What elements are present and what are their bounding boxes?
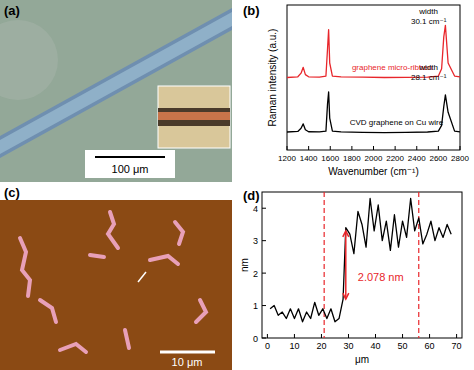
y-tick — [262, 338, 266, 339]
x-axis-label: Wavenumber (cm⁻¹) — [328, 166, 418, 177]
y-axis-label: Raman intensity (a.u.) — [267, 29, 278, 127]
y-tick — [262, 240, 266, 241]
y-axis-label: nm — [239, 258, 250, 272]
plot-area — [270, 192, 451, 338]
x-tick — [456, 334, 457, 338]
y-tick-label: 2 — [253, 269, 258, 279]
panel-label: (a) — [4, 3, 20, 18]
panel-c: 10 μm (c) — [0, 185, 232, 370]
data-line — [287, 25, 460, 77]
panel-a: 100 μm (a) — [0, 0, 232, 182]
x-tick — [429, 334, 430, 338]
annotation: width — [418, 63, 438, 72]
optical-spot — [0, 20, 58, 100]
chart-panel: 0 10 20 30 40 50 60 70 0 1 2 3 4 μm nm (d) 2.078 nm — [239, 188, 462, 365]
annotation: width — [418, 7, 438, 16]
y-tick-label: 3 — [253, 236, 258, 246]
data-line — [287, 92, 460, 133]
data-line — [270, 198, 451, 321]
afm-flake — [60, 344, 86, 352]
plot-frame — [287, 5, 460, 150]
annotation-arrow — [345, 231, 347, 299]
x-tick-label: 30 — [343, 341, 353, 351]
arrow-head — [343, 293, 349, 299]
chart-panel: 1200 14001600 1800 20002200 24002600 2800 Wave… — [243, 3, 469, 177]
x-tick-label: 2800 — [451, 154, 469, 163]
x-tick — [375, 334, 376, 338]
x-tick — [321, 334, 322, 338]
x-tick — [395, 146, 396, 150]
x-tick-label: 10 — [289, 341, 299, 351]
y-tick-label: 1 — [253, 301, 258, 311]
arrow-head — [343, 231, 349, 237]
scale-bar — [95, 156, 165, 158]
series-label: CVD graphene on Cu wire — [350, 118, 444, 127]
ribbon — [0, 12, 232, 154]
x-tick — [294, 334, 295, 338]
afm-background — [0, 200, 232, 370]
panel-label: (b) — [243, 3, 260, 18]
annotation: 28.1 cm⁻¹ — [411, 73, 447, 82]
x-tick — [308, 146, 309, 150]
x-tick — [351, 146, 352, 150]
x-tick — [402, 334, 403, 338]
x-tick-label: 0 — [265, 341, 270, 351]
x-tick-label: 1800 — [343, 154, 361, 163]
x-tick-label: 2600 — [429, 154, 447, 163]
x-tick-label: 1200 — [278, 154, 296, 163]
inset-wire — [158, 108, 230, 126]
scale-bar — [160, 351, 215, 354]
annotation: 2.078 nm — [358, 271, 404, 283]
x-tick — [438, 146, 439, 150]
plot-frame — [262, 192, 462, 338]
reference-line — [324, 192, 325, 338]
x-tick — [348, 334, 349, 338]
ribbon-edge — [0, 8, 232, 158]
x-tick-label: 2200 — [386, 154, 404, 163]
afm-flake — [90, 255, 104, 257]
afm-flake — [20, 238, 30, 296]
figure: 100 μm(a)10 μm(c)12001400160018002000220… — [0, 0, 474, 370]
x-tick — [373, 146, 374, 150]
scale-bar-box — [85, 150, 175, 178]
x-axis-label: μm — [355, 354, 369, 365]
x-tick-label: 40 — [371, 341, 381, 351]
afm-flake — [40, 300, 56, 322]
y-tick — [262, 305, 266, 306]
x-tick-label: 1400 — [300, 154, 318, 163]
panel-label: (d) — [243, 188, 260, 203]
y-tick — [262, 273, 266, 274]
x-tick-label: 50 — [398, 341, 408, 351]
reference-line — [418, 192, 419, 338]
y-tick-label: 0 — [253, 334, 258, 344]
y-tick-label: 4 — [253, 204, 258, 214]
x-tick-label: 2000 — [365, 154, 383, 163]
x-tick — [330, 146, 331, 150]
x-tick-label: 60 — [425, 341, 435, 351]
afm-flake — [125, 330, 129, 348]
afm-flake — [108, 212, 118, 248]
x-tick — [416, 146, 417, 150]
inset-wire-core — [158, 112, 230, 120]
scale-bar-label: 100 μm — [112, 163, 149, 175]
annotation: 30.1 cm⁻¹ — [411, 17, 447, 26]
y-tick — [262, 208, 266, 209]
x-tick-label: 20 — [316, 341, 326, 351]
x-tick-label: 2400 — [408, 154, 426, 163]
x-tick — [460, 146, 461, 150]
x-tick-label: 70 — [452, 341, 462, 351]
x-tick — [267, 334, 268, 338]
afm-flake — [196, 300, 206, 322]
afm-flake — [150, 256, 178, 264]
x-tick-label: 1600 — [321, 154, 339, 163]
x-tick — [287, 146, 288, 150]
inset — [158, 86, 230, 148]
profile-line — [138, 272, 146, 282]
plot-area — [287, 25, 460, 132]
scale-bar-label: 10 μm — [172, 356, 203, 368]
afm-flake — [175, 222, 183, 244]
panel-label: (c) — [4, 185, 20, 200]
